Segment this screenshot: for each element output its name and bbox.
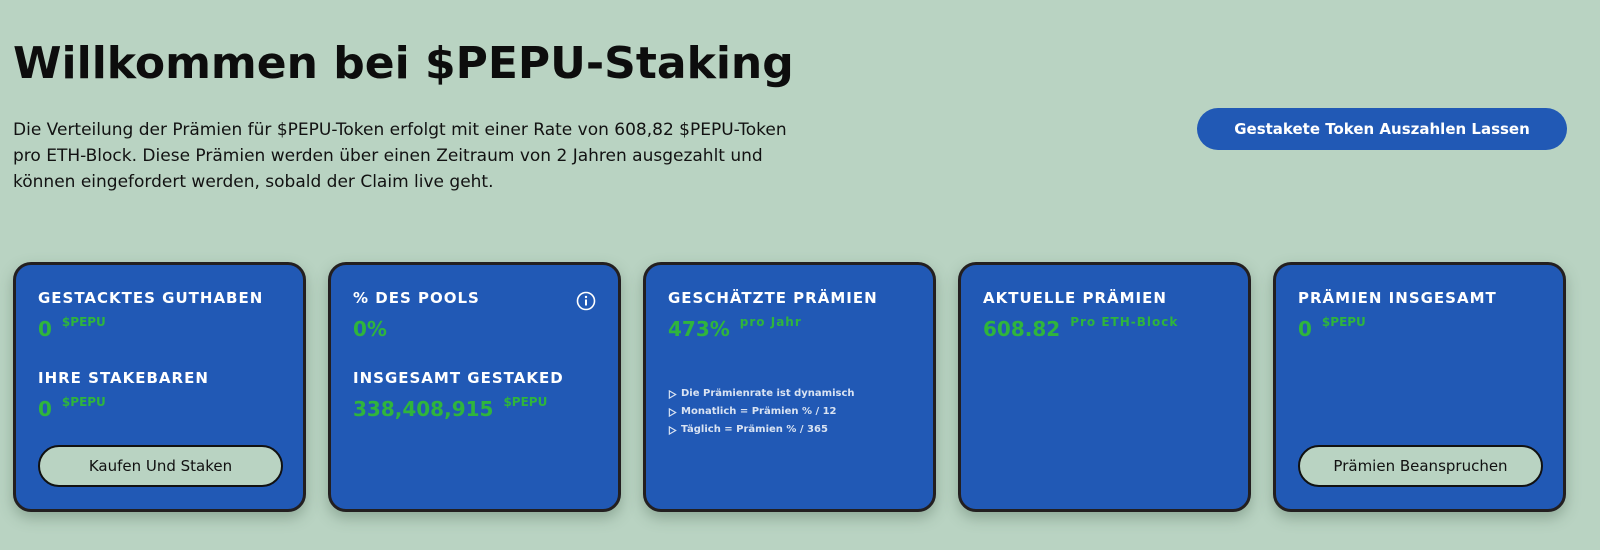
staked-balance-label: Gestacktes Guthaben xyxy=(38,289,264,307)
current-rewards-label: Aktuelle Prämien xyxy=(983,289,1167,307)
total-rewards-row: 0 $PEPU xyxy=(1298,315,1541,345)
total-rewards-unit: $PEPU xyxy=(1321,315,1366,329)
estimated-rewards-value: 473% xyxy=(668,317,730,341)
triangle-right-icon xyxy=(668,407,677,417)
claim-rewards-button[interactable]: Prämien Beanspruchen xyxy=(1298,445,1543,487)
total-rewards-label: Prämien Insgesamt xyxy=(1298,289,1497,307)
stakeable-unit: $PEPU xyxy=(61,395,106,409)
card-pool-share: % des Pools 0% Insgesamt Gestaked 338,40… xyxy=(328,262,621,512)
stakeable-label: Ihre Stakebaren xyxy=(38,369,209,387)
stakeable-value: 0 xyxy=(38,397,52,421)
intro-text: Die Verteilung der Prämien für $PEPU-Tok… xyxy=(13,120,787,192)
note-item: Die Prämienrate ist dynamisch xyxy=(668,385,911,403)
triangle-right-icon xyxy=(668,425,677,435)
info-icon[interactable] xyxy=(576,291,596,311)
triangle-right-icon xyxy=(668,389,677,399)
stakeable-row: 0 $PEPU xyxy=(38,395,281,425)
pool-share-label: % des Pools xyxy=(353,289,480,307)
note-text: Monatlich = Prämien % / 12 xyxy=(681,406,837,417)
staked-balance-unit: $PEPU xyxy=(61,315,106,329)
pool-share-row: 0% xyxy=(353,317,596,345)
note-text: Täglich = Prämien % / 365 xyxy=(681,424,828,435)
current-rewards-value: 608.82 xyxy=(983,317,1061,341)
total-staked-row: 338,408,915 $PEPU xyxy=(353,395,596,425)
note-item: Monatlich = Prämien % / 12 xyxy=(668,403,911,421)
current-rewards-row: 608.82 Pro ETH-Block xyxy=(983,315,1226,345)
card-current-rewards: Aktuelle Prämien 608.82 Pro ETH-Block xyxy=(958,262,1251,512)
note-item: Täglich = Prämien % / 365 xyxy=(668,421,911,439)
total-staked-label: Insgesamt Gestaked xyxy=(353,369,564,387)
card-total-rewards: Prämien Insgesamt 0 $PEPU Prämien Beansp… xyxy=(1273,262,1566,512)
estimated-rewards-row: 473% pro Jahr xyxy=(668,315,911,345)
card-staked-balance: Gestacktes Guthaben 0 $PEPU Ihre Stakeba… xyxy=(13,262,306,512)
buy-and-stake-button[interactable]: Kaufen Und Staken xyxy=(38,445,283,487)
total-staked-unit: $PEPU xyxy=(503,395,548,409)
page-title: Willkommen bei $PEPU-Staking xyxy=(13,38,794,89)
staked-balance-row: 0 $PEPU xyxy=(38,315,281,345)
withdraw-staked-tokens-button[interactable]: Gestakete Token Auszahlen Lassen xyxy=(1197,108,1567,150)
total-staked-value: 338,408,915 xyxy=(353,397,494,421)
current-rewards-unit: Pro ETH-Block xyxy=(1070,315,1179,329)
stats-cards: Gestacktes Guthaben 0 $PEPU Ihre Stakeba… xyxy=(13,262,1566,512)
card-estimated-rewards: Geschätzte Prämien 473% pro Jahr Die Prä… xyxy=(643,262,936,512)
estimated-rewards-unit: pro Jahr xyxy=(739,315,802,329)
rewards-notes: Die Prämienrate ist dynamisch Monatlich … xyxy=(668,385,911,439)
staked-balance-value: 0 xyxy=(38,317,52,341)
note-text: Die Prämienrate ist dynamisch xyxy=(681,388,855,399)
estimated-rewards-label: Geschätzte Prämien xyxy=(668,289,878,307)
pool-share-value: 0% xyxy=(353,317,387,341)
total-rewards-value: 0 xyxy=(1298,317,1312,341)
